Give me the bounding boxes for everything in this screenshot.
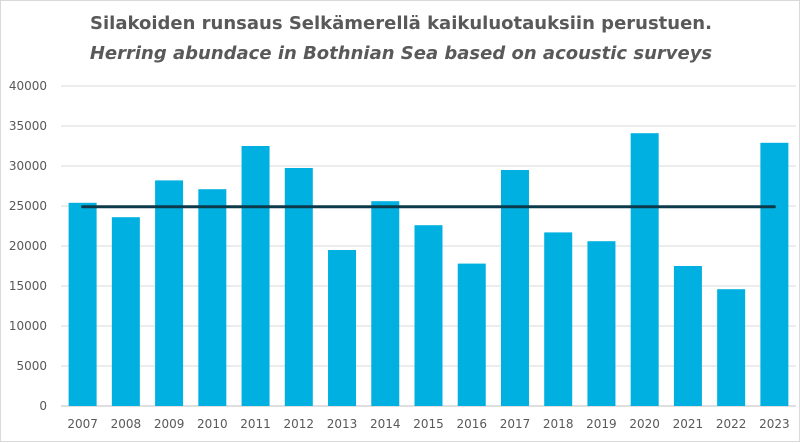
bar-2010 xyxy=(198,189,227,406)
bar-2008 xyxy=(111,217,140,406)
x-tick-label: 2012 xyxy=(284,417,315,431)
y-tick-label: 0 xyxy=(39,399,47,413)
bar-2019 xyxy=(587,241,616,406)
bar-2018 xyxy=(544,232,573,406)
x-tick-label: 2010 xyxy=(197,417,228,431)
y-tick-label: 30000 xyxy=(9,159,47,173)
bar-2015 xyxy=(414,225,443,406)
bar-2009 xyxy=(155,180,184,406)
y-tick-label: 35000 xyxy=(9,119,47,133)
x-tick-label: 2019 xyxy=(586,417,617,431)
x-tick-label: 2018 xyxy=(543,417,574,431)
chart-subtitle: Herring abundace in Bothnian Sea based o… xyxy=(89,43,713,64)
y-tick-label: 25000 xyxy=(9,199,47,213)
chart-title: Silakoiden runsaus Selkämerellä kaikuluo… xyxy=(90,13,712,34)
bar-2012 xyxy=(284,168,313,406)
bar-2016 xyxy=(457,263,486,406)
x-tick-label: 2011 xyxy=(240,417,271,431)
bar-2014 xyxy=(371,201,400,406)
bar-2011 xyxy=(241,146,270,406)
x-tick-label: 2007 xyxy=(67,417,98,431)
y-tick-label: 15000 xyxy=(9,279,47,293)
y-tick-label: 20000 xyxy=(9,239,47,253)
x-tick-label: 2017 xyxy=(500,417,531,431)
bar-2013 xyxy=(328,250,357,406)
bar-2022 xyxy=(717,289,746,406)
x-tick-label: 2021 xyxy=(673,417,704,431)
bar-2023 xyxy=(760,142,789,407)
x-tick-label: 2013 xyxy=(327,417,358,431)
x-tick-label: 2022 xyxy=(716,417,747,431)
y-tick-label: 10000 xyxy=(9,319,47,333)
bar-2007 xyxy=(68,202,97,406)
x-tick-label: 2009 xyxy=(154,417,185,431)
bar-2020 xyxy=(630,133,659,406)
bar-2021 xyxy=(673,266,702,406)
x-tick-label: 2014 xyxy=(370,417,401,431)
x-tick-label: 2008 xyxy=(111,417,142,431)
x-tick-label: 2023 xyxy=(759,417,790,431)
x-tick-label: 2016 xyxy=(456,417,487,431)
y-tick-label: 5000 xyxy=(16,359,47,373)
bar-2017 xyxy=(500,170,529,406)
x-tick-label: 2020 xyxy=(629,417,660,431)
x-tick-label: 2015 xyxy=(413,417,444,431)
y-tick-label: 40000 xyxy=(9,79,47,93)
